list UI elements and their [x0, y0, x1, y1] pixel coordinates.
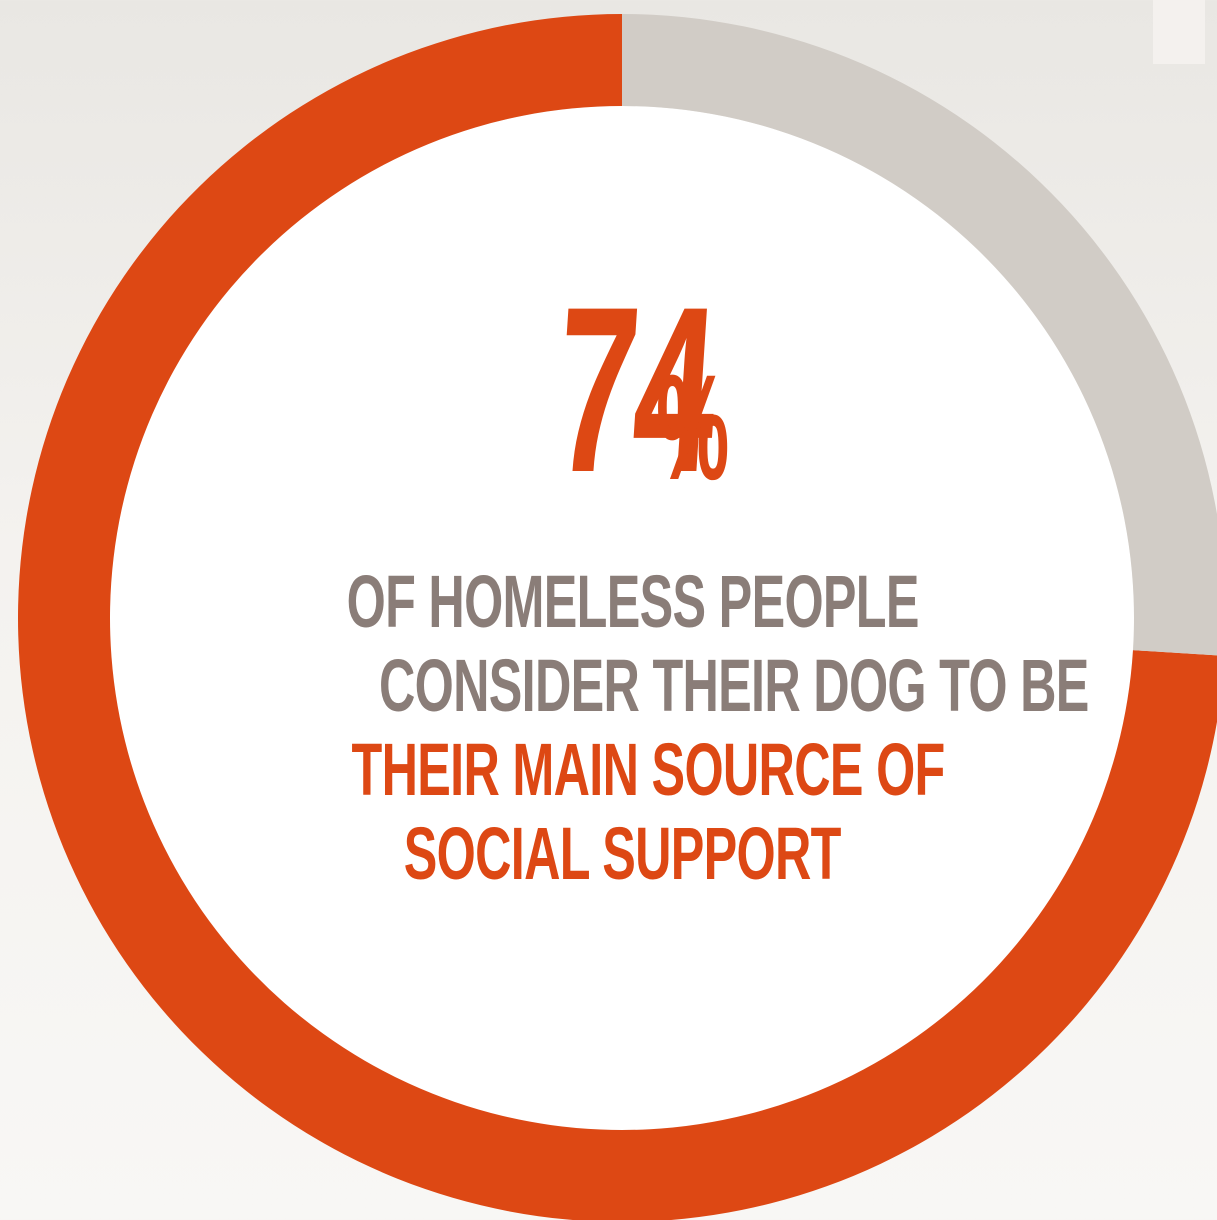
caption-line-1: OF HOMELESS PEOPLE [346, 560, 920, 643]
caption-line-4: SOCIAL SUPPORT [403, 812, 842, 895]
donut-center [110, 106, 1134, 1130]
stat-unit: % [655, 343, 729, 511]
stat-value: 74 % [382, 252, 862, 522]
corner-tab [1153, 0, 1205, 64]
caption-line-3: THEIR MAIN SOURCE OF [351, 728, 946, 811]
donut-slice-remainder [622, 14, 1217, 656]
donut-slices [18, 14, 1217, 1220]
stat-caption: OF HOMELESS PEOPLE CONSIDER THEIR DOG TO… [212, 560, 1090, 896]
caption-line-2: CONSIDER THEIR DOG TO BE [378, 644, 1089, 727]
